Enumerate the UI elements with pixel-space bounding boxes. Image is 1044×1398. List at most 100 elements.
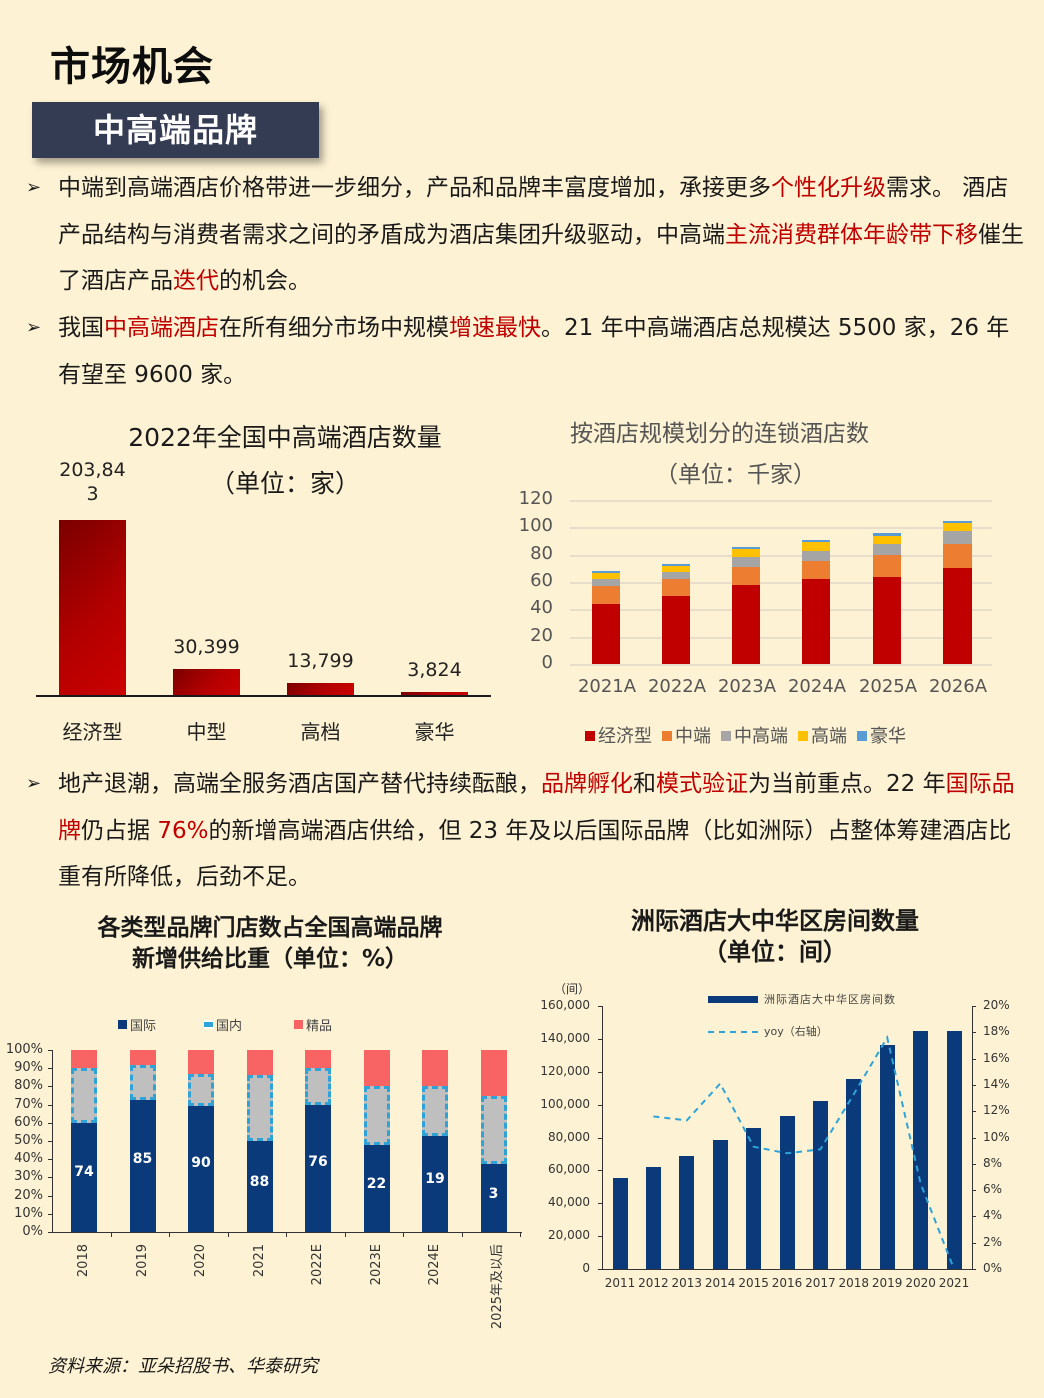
chart-subtitle: （单位：家） xyxy=(209,469,360,498)
y-tick-label: 20% xyxy=(14,1187,43,1203)
y-tick xyxy=(48,1213,52,1215)
y-tick xyxy=(598,1006,602,1007)
bar-segment xyxy=(129,1064,156,1101)
y-axis-line xyxy=(52,1050,53,1232)
bar xyxy=(679,1155,695,1269)
y-left-tick-label: 100,000 xyxy=(540,1096,590,1111)
chart-brand-supply-share: 各类型品牌门店数占全国高端品牌 新增供给比重（单位：%） 国际 国内 精品 100%… xyxy=(0,905,535,1345)
value-label: 3,824 xyxy=(407,658,462,681)
x-tick xyxy=(169,1232,170,1237)
bar-segment xyxy=(480,1050,507,1096)
y-tick-label: 0 xyxy=(541,652,553,673)
y-tick xyxy=(598,1269,602,1270)
left-axis-line xyxy=(602,1006,603,1269)
x-tick-label: 2024E xyxy=(427,1244,442,1286)
legend-label: 国内 xyxy=(216,1019,243,1034)
body-text: 在所有细分市场中规模 xyxy=(219,315,449,341)
bar-segment xyxy=(422,1086,448,1136)
bar-segment xyxy=(802,540,830,543)
legend-label: 中端 xyxy=(675,726,711,747)
bar-segment xyxy=(662,596,690,664)
legend-line-swatch-icon xyxy=(708,1031,758,1033)
y-left-tick-label: 140,000 xyxy=(540,1030,590,1045)
legend-label: 豪华 xyxy=(870,726,906,747)
bar-segment xyxy=(129,1100,156,1232)
chart-ihg-rooms: 洲际酒店大中华区房间数量 （单位：间） （间） 160,000 140,000 12… xyxy=(540,900,1044,1300)
highlighted-text: 国际品牌 xyxy=(58,771,1015,844)
bar-segment xyxy=(732,557,760,567)
section-tag: 中高端品牌 xyxy=(32,102,319,158)
legend-swatch-icon xyxy=(721,731,731,741)
y-tick xyxy=(598,1170,602,1172)
bullet-arrow-icon: ➢ xyxy=(26,177,42,198)
y-tick xyxy=(598,1203,602,1205)
legend-label: yoy（右轴） xyxy=(764,1025,828,1038)
yoy-line xyxy=(653,1034,955,1270)
bar-segment xyxy=(662,565,690,573)
bar-annotation: 3 xyxy=(488,1186,499,1203)
legend-item: 高端 xyxy=(798,726,847,747)
bar-segment xyxy=(305,1068,331,1105)
highlighted-text: 品牌孵化 xyxy=(541,771,633,797)
highlighted-text: 增速最快 xyxy=(449,315,541,341)
gridline xyxy=(570,609,992,612)
bar-segment xyxy=(943,522,972,531)
paragraph-3: ➢ 地产退潮，高端全服务酒店国产替代持续酝酿，品牌孵化和模式验证为当前重点。22… xyxy=(26,761,1026,901)
bar xyxy=(401,691,468,695)
bar-segment xyxy=(246,1050,273,1076)
body-text: 和 xyxy=(633,771,656,797)
bar-segment xyxy=(363,1050,390,1087)
y-right-tick-label: 20% xyxy=(983,998,1010,1012)
bar-segment xyxy=(592,603,620,664)
body-text: 需求。 酒店产品结构与消费者需求之间的矛盾成为酒店集团升级驱动，中高端 xyxy=(58,175,1009,248)
x-tick xyxy=(286,1232,287,1237)
y-right-tick-label: 12% xyxy=(983,1103,1010,1118)
x-tick-label: 2023E xyxy=(368,1244,384,1286)
gridline xyxy=(570,664,992,666)
y-left-tick-label: 60,000 xyxy=(548,1162,590,1177)
chart-title: 各类型品牌门店数占全国高端品牌 新增供给比重（单位：%） xyxy=(97,915,443,972)
paragraph-2: ➢ 我国中高端酒店在所有细分市场中规模增速最快。21 年中高端酒店总规模达 55… xyxy=(26,305,1026,398)
bar xyxy=(287,683,354,695)
x-tick xyxy=(461,1232,463,1237)
page-title: 市场机会 xyxy=(50,44,214,90)
legend-swatch-icon xyxy=(857,731,867,741)
chart-plot-area: 203,84 3 经济型 30,399 中型 13,799 高档 3,824 豪华 xyxy=(30,410,500,755)
y-tick xyxy=(972,1032,976,1034)
x-tick-label: 2022E xyxy=(310,1244,325,1286)
value-label: 30,399 xyxy=(173,635,240,658)
y-right-tick-label: 16% xyxy=(983,1050,1010,1065)
bar-segment xyxy=(802,551,830,561)
legend-item: 国际 xyxy=(118,1019,156,1034)
bar-segment xyxy=(363,1144,390,1232)
bar xyxy=(913,1031,929,1269)
y-tick-label: 70% xyxy=(14,1096,43,1112)
legend-item: 中高端 xyxy=(721,726,788,747)
category-label: 高档 xyxy=(300,720,341,744)
gridline xyxy=(570,527,992,530)
bar xyxy=(812,1101,828,1269)
bar-segment xyxy=(662,563,690,566)
bar-segment xyxy=(592,586,620,604)
bar xyxy=(879,1045,895,1269)
y-tick xyxy=(48,1068,52,1070)
x-tick-label: 2012 xyxy=(638,1276,669,1290)
bar-segment xyxy=(363,1086,390,1145)
bar-segment xyxy=(802,579,830,664)
bar-segment xyxy=(188,1106,214,1232)
x-tick-label: 2023A xyxy=(717,676,777,697)
legend-swatch-icon xyxy=(662,731,672,741)
bar-segment xyxy=(305,1104,331,1232)
bar xyxy=(59,520,126,695)
y-tick-label: 20 xyxy=(530,624,553,646)
x-tick-label: 2020 xyxy=(193,1244,208,1278)
x-tick-label: 2017 xyxy=(805,1276,836,1290)
bar-segment xyxy=(873,543,901,556)
y-tick xyxy=(598,1236,602,1238)
bar-annotation: 19 xyxy=(425,1170,445,1187)
y-tick-label: 100% xyxy=(5,1042,43,1057)
bar-annotation: 74 xyxy=(74,1163,94,1180)
x-tick xyxy=(227,1232,229,1237)
y-left-tick-label: 80,000 xyxy=(548,1129,590,1144)
legend-swatch-icon xyxy=(204,1020,214,1029)
